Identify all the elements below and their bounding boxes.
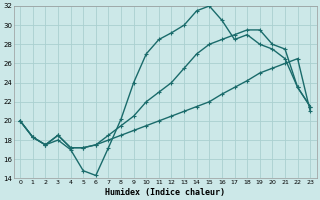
- X-axis label: Humidex (Indice chaleur): Humidex (Indice chaleur): [105, 188, 225, 197]
